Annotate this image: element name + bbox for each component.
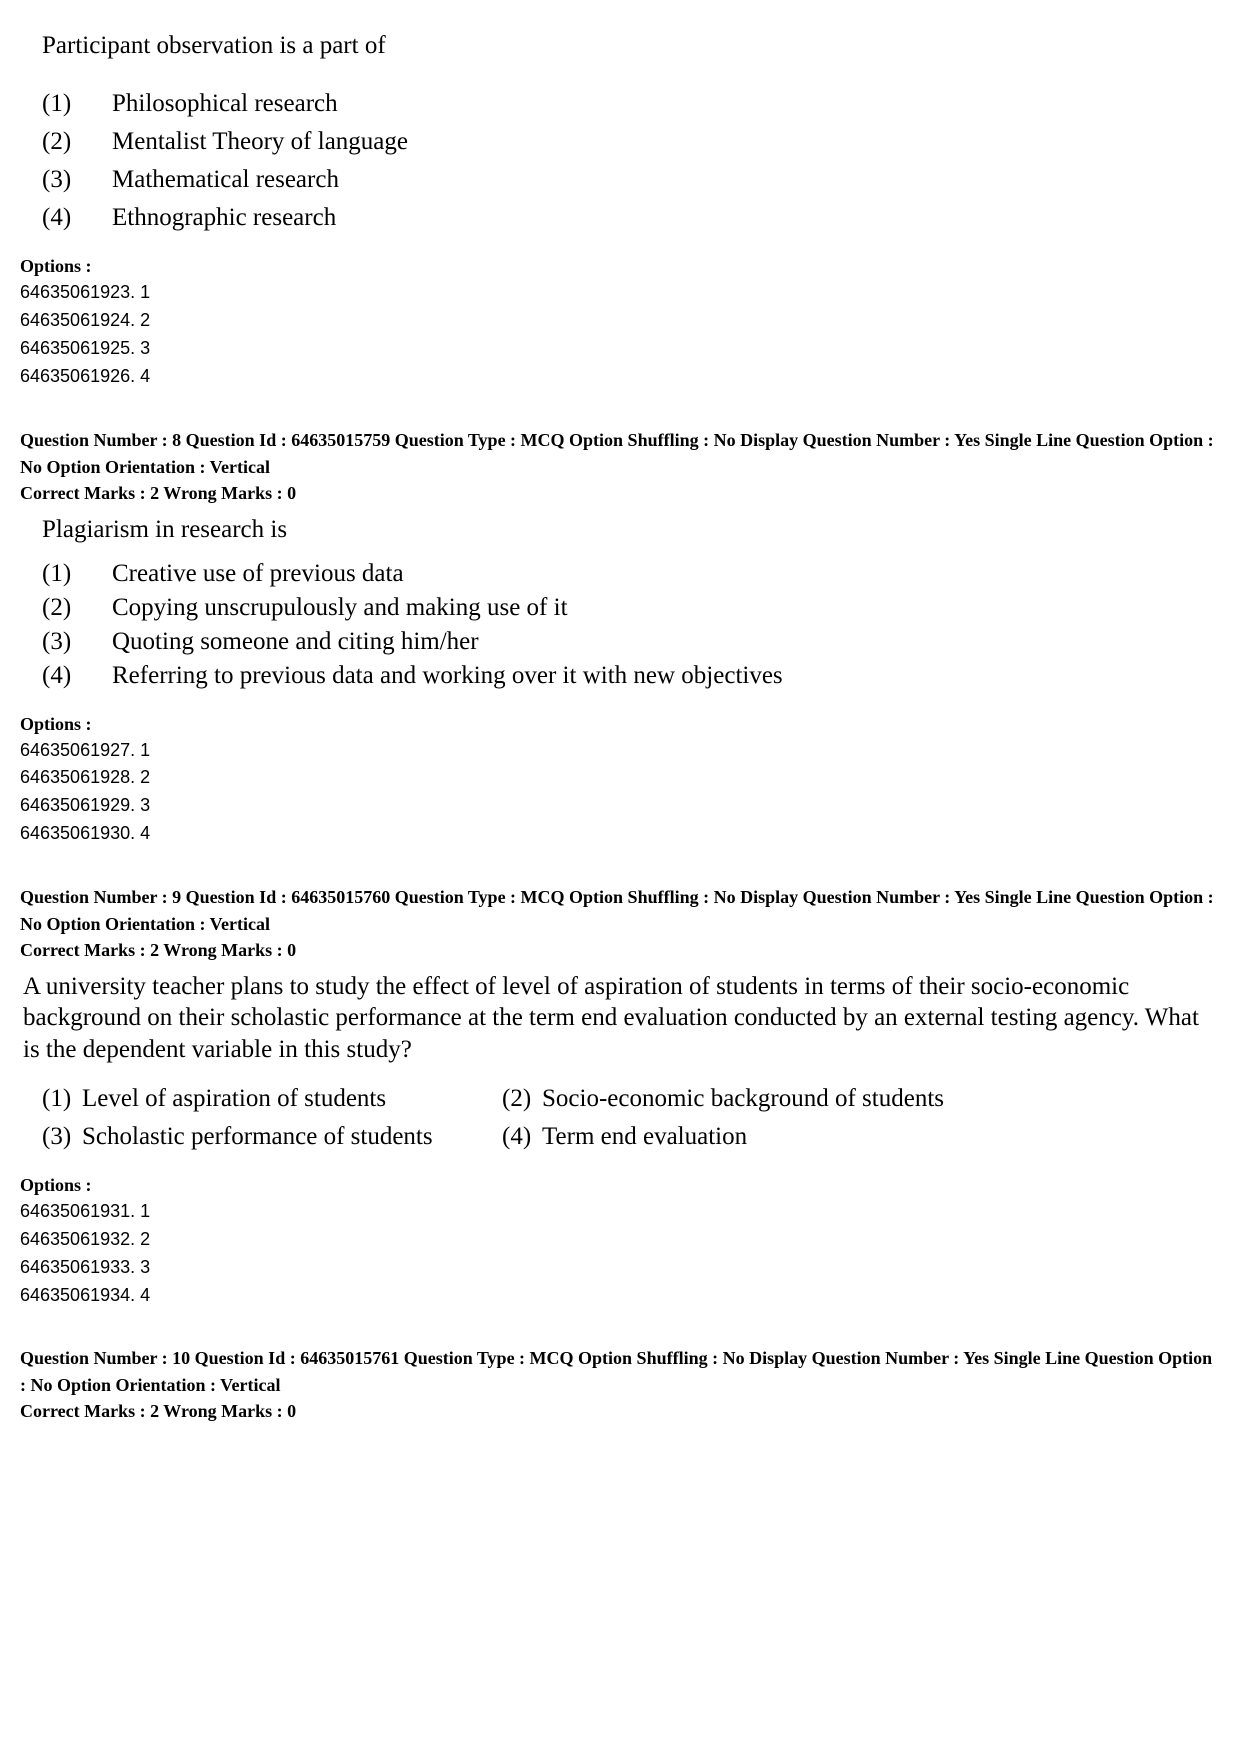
option-id: 64635061933. 3 [20, 1254, 1220, 1282]
question-meta: Question Number : 10 Question Id : 64635… [20, 1345, 1220, 1399]
option-id: 64635061924. 2 [20, 307, 1220, 335]
option-number: (2) [42, 594, 112, 622]
option-number: (4) [502, 1123, 542, 1151]
option-row: (3) Quoting someone and citing him/her [42, 628, 1220, 656]
option-id: 64635061934. 4 [20, 1282, 1220, 1310]
option-id: 64635061931. 1 [20, 1198, 1220, 1226]
question-options: (1) Level of aspiration of students (2) … [42, 1085, 1220, 1151]
option-id: 64635061925. 3 [20, 335, 1220, 363]
question-meta: Question Number : 8 Question Id : 646350… [20, 427, 1220, 481]
option-number: (1) [42, 560, 112, 588]
option-text: Referring to previous data and working o… [112, 662, 783, 690]
option-text: Mathematical research [112, 166, 339, 194]
option-text: Copying unscrupulously and making use of… [112, 594, 568, 622]
option-text: Term end evaluation [542, 1123, 1220, 1151]
option-number: (4) [42, 662, 112, 690]
option-number: (3) [42, 1123, 82, 1151]
option-id: 64635061928. 2 [20, 764, 1220, 792]
option-number: (1) [42, 90, 112, 118]
option-id: 64635061923. 1 [20, 279, 1220, 307]
question-marks: Correct Marks : 2 Wrong Marks : 0 [20, 940, 1220, 961]
options-label: Options : [20, 714, 1220, 735]
option-text: Creative use of previous data [112, 560, 404, 588]
option-number: (2) [42, 128, 112, 156]
question-marks: Correct Marks : 2 Wrong Marks : 0 [20, 483, 1220, 504]
option-id: 64635061927. 1 [20, 737, 1220, 765]
options-ids: 64635061923. 1 64635061924. 2 6463506192… [20, 279, 1220, 391]
option-row: (4) Referring to previous data and worki… [42, 662, 1220, 690]
option-text: Mentalist Theory of language [112, 128, 408, 156]
question-marks: Correct Marks : 2 Wrong Marks : 0 [20, 1401, 1220, 1422]
option-number: (2) [502, 1085, 542, 1113]
option-text: Ethnographic research [112, 204, 336, 232]
option-number: (4) [42, 204, 112, 232]
options-ids: 64635061927. 1 64635061928. 2 6463506192… [20, 737, 1220, 849]
question-prompt: A university teacher plans to study the … [23, 971, 1220, 1065]
options-ids: 64635061931. 1 64635061932. 2 6463506193… [20, 1198, 1220, 1310]
question-prompt: Plagiarism in research is [42, 516, 1220, 544]
option-row: (3) Mathematical research [42, 166, 1220, 194]
option-row: (1) Philosophical research [42, 90, 1220, 118]
option-number: (1) [42, 1085, 82, 1113]
question-prompt: Participant observation is a part of [42, 32, 1220, 60]
option-text: Quoting someone and citing him/her [112, 628, 479, 656]
options-label: Options : [20, 1175, 1220, 1196]
option-number: (3) [42, 628, 112, 656]
option-row: (2) Copying unscrupulously and making us… [42, 594, 1220, 622]
question-options: (1) Philosophical research (2) Mentalist… [42, 90, 1220, 232]
option-text: Socio-economic background of students [542, 1085, 1220, 1113]
option-id: 64635061932. 2 [20, 1226, 1220, 1254]
option-row: (2) Mentalist Theory of language [42, 128, 1220, 156]
option-number: (3) [42, 166, 112, 194]
option-text: Philosophical research [112, 90, 338, 118]
option-text: Level of aspiration of students [82, 1085, 502, 1113]
option-id: 64635061929. 3 [20, 792, 1220, 820]
option-id: 64635061930. 4 [20, 820, 1220, 848]
question-meta: Question Number : 9 Question Id : 646350… [20, 884, 1220, 938]
options-label: Options : [20, 256, 1220, 277]
option-id: 64635061926. 4 [20, 363, 1220, 391]
question-options: (1) Creative use of previous data (2) Co… [42, 560, 1220, 690]
option-text: Scholastic performance of students [82, 1123, 502, 1151]
option-row: (1) Creative use of previous data [42, 560, 1220, 588]
option-row: (4) Ethnographic research [42, 204, 1220, 232]
